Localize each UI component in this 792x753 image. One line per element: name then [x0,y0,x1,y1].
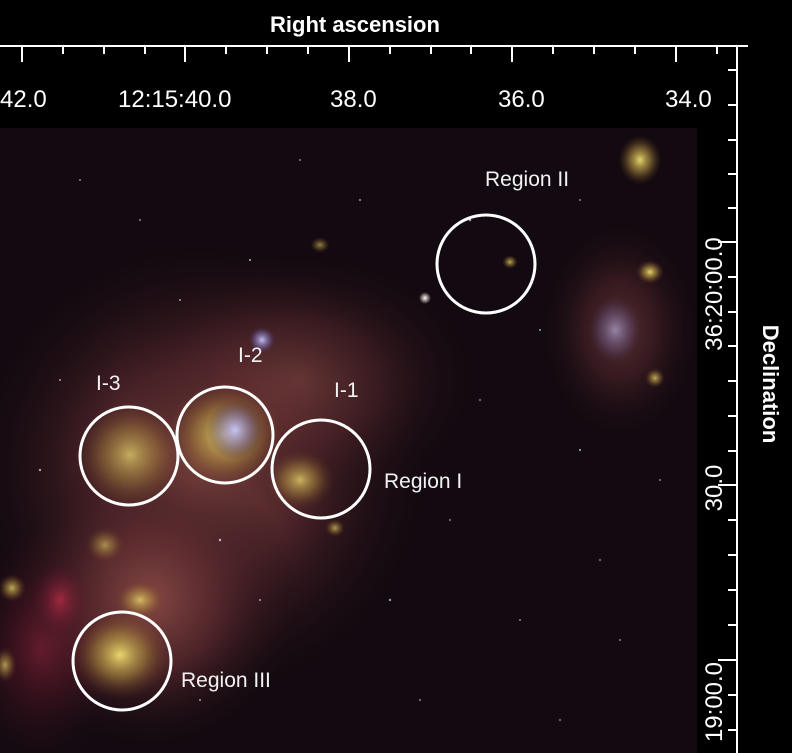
region-label: Region III [181,669,271,692]
ra-tick-label: 34.0 [665,86,712,113]
region-label: I-1 [334,379,359,402]
region-circles [71,213,537,712]
nebula-knots [0,135,665,700]
right-axis [718,46,738,753]
i-3-circle [78,405,180,507]
region-label: Region I [384,470,463,493]
region-label: Region II [485,168,570,191]
ra-tick-label: 36.0 [498,86,545,113]
ra-tick-label: 12:15:40.0 [118,86,232,113]
dec-tick-label: 30.0 [701,464,728,512]
dec-axis-title: Declination [758,324,783,444]
dec-tick-label: 36:20:00.0 [701,237,728,351]
region-ii-circle [435,213,537,315]
region-iii-circle [71,610,173,712]
region-label: I-3 [96,372,121,395]
dec-tick-label: 19:00.0 [701,661,728,743]
i-1-circle [270,418,372,520]
i-2-circle [175,385,275,485]
top-axis [0,45,748,62]
ra-tick-label: 42.0 [0,86,47,113]
ra-axis-title: Right ascension [270,12,440,37]
region-label: I-2 [238,344,263,367]
star-field [38,159,661,721]
ra-tick-label: 38.0 [330,86,377,113]
